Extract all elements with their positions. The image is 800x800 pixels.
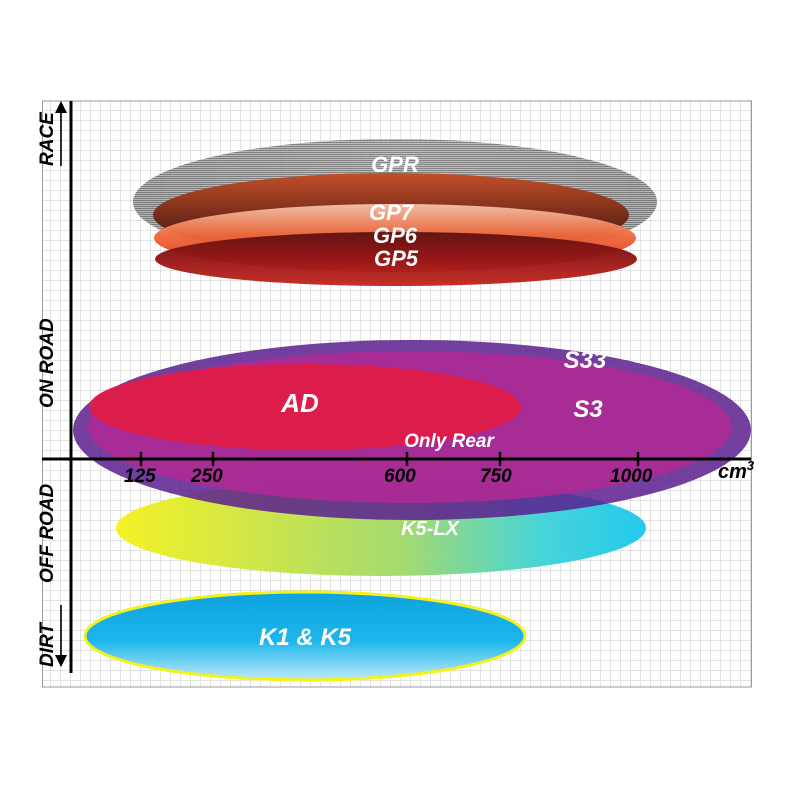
svg-text:GP7: GP7 [369,200,415,225]
svg-text:250: 250 [190,466,223,487]
svg-text:DIRT: DIRT [37,622,58,667]
svg-text:600: 600 [384,466,416,487]
svg-text:AD: AD [280,388,319,418]
svg-text:125: 125 [124,466,156,487]
svg-text:OFF ROAD: OFF ROAD [37,484,58,583]
svg-text:ON ROAD: ON ROAD [37,318,58,408]
svg-text:GP6: GP6 [373,223,418,248]
svg-text:Only Rear: Only Rear [404,431,495,452]
svg-text:K1 & K5: K1 & K5 [259,624,352,651]
svg-text:750: 750 [480,466,512,487]
svg-text:GPR: GPR [371,152,419,177]
svg-text:S33: S33 [564,347,607,374]
svg-text:1000: 1000 [610,466,653,487]
svg-text:S3: S3 [573,396,603,423]
svg-text:K5-LX: K5-LX [401,518,460,540]
svg-text:RACE: RACE [37,111,58,166]
svg-text:GP5: GP5 [374,246,419,271]
